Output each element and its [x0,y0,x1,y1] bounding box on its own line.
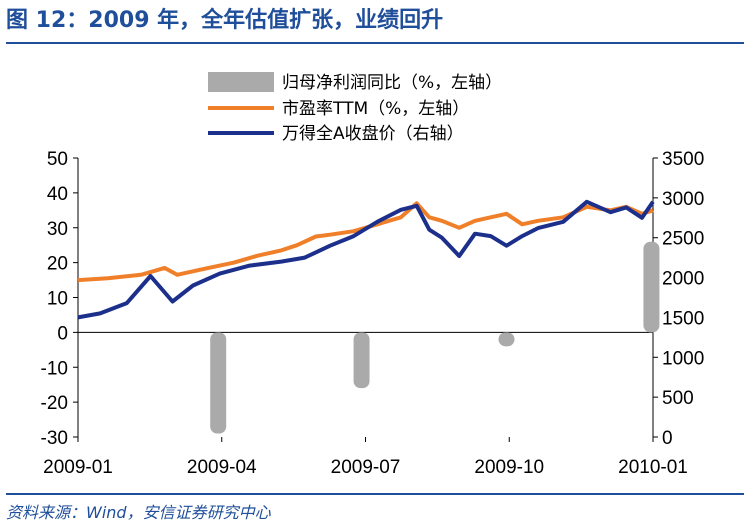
left-tick-label: 30 [47,219,68,240]
legend-label: 市盈率TTM（%，左轴） [282,99,469,119]
left-tick-label: -10 [41,358,68,379]
left-tick-label: -20 [41,393,68,414]
right-tick-label: 2500 [662,229,704,250]
title-divider [6,42,744,44]
right-tick-label: 0 [662,428,673,449]
right-tick-label: 2000 [662,269,704,290]
left-tick-label: 10 [47,289,68,310]
legend-label: 万得全A收盘价（右轴） [282,124,464,144]
legend-swatch-bar [208,72,274,92]
chart-title: 图 12：2009 年，全年估值扩张，业绩回升 [6,8,444,33]
legend: 归母净利润同比（%，左轴） 市盈率TTM（%，左轴） 万得全A收盘价（右轴） [208,72,502,144]
pe-ttm-line [77,201,654,283]
x-tick-label: 2010-01 [618,457,688,478]
legend-label: 归母净利润同比（%，左轴） [282,73,502,93]
right-tick-label: 1000 [662,348,704,369]
x-tick-label: 2009-10 [474,457,544,478]
left-tick-label: 0 [57,323,68,344]
right-tick-label: 3500 [662,149,704,170]
right-tick-label: 500 [662,388,694,409]
source-divider [6,493,744,495]
combo-chart: 50 40 30 20 10 0 -10 -20 -30 3500 3000 2500 2000 1500… [41,72,705,478]
profit-growth-bar [210,332,227,434]
right-tick-label: 3000 [662,189,704,210]
left-tick-label: 40 [47,184,68,205]
right-tick-label: 1500 [662,308,704,329]
left-tick-label: 50 [47,149,68,170]
left-tick-label: -30 [41,428,68,449]
profit-growth-bar [643,241,660,333]
x-tick-label: 2009-07 [331,457,401,478]
wind-a-index-line [77,199,655,320]
profit-growth-bar [498,332,515,347]
axes: 50 40 30 20 10 0 -10 -20 -30 3500 3000 2500 2000 1500… [41,149,705,478]
x-tick-label: 2009-01 [43,457,113,478]
bar-series [210,241,660,434]
line-series [77,199,655,320]
profit-growth-bar [353,332,370,389]
source-note: 资料来源：Wind，安信证券研究中心 [6,503,271,522]
left-tick-label: 20 [47,254,68,275]
x-tick-label: 2009-04 [187,457,257,478]
